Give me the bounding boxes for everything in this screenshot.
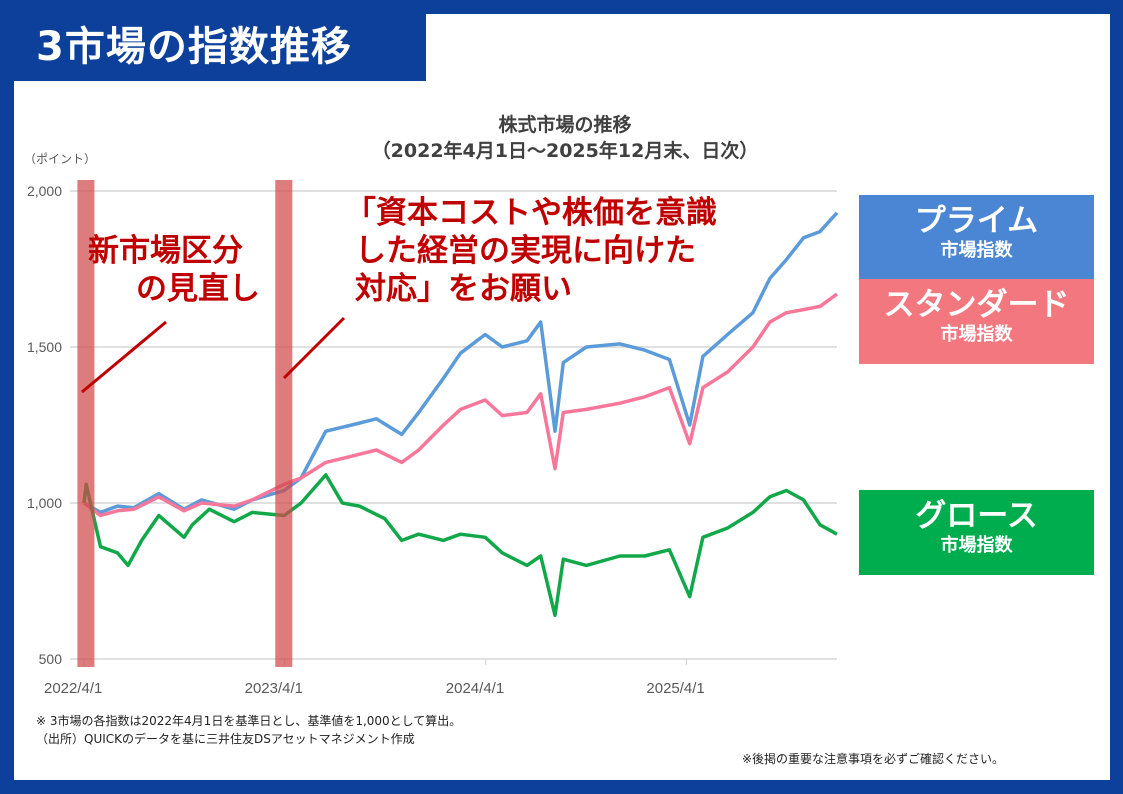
highlight-band — [77, 180, 95, 667]
series-line-1 — [82, 292, 839, 518]
y-tick-label: 2,000 — [27, 183, 62, 199]
annotation-line: 新市場区分 — [88, 233, 243, 269]
legend-sublabel: 市場指数 — [940, 324, 1013, 345]
annotation-cost-of-capital: 「資本コストや株価を意識 した経営の実現に向けた 対応」をお願い — [345, 194, 717, 308]
x-tick-label: 2023/4/1 — [245, 680, 303, 697]
chart-subtitle: （2022年4月1日～2025年12月末、日次） — [371, 140, 759, 162]
x-tick-label: 2025/4/1 — [646, 680, 704, 697]
annotation-line: した経営の実現に向けた — [355, 233, 696, 269]
annotation-line: 「資本コストや株価を意識 — [345, 195, 717, 231]
annotation-pointer — [81, 320, 167, 394]
legend-standard: スタンダード 市場指数 — [859, 279, 1094, 364]
chart-title: 株式市場の推移 — [498, 114, 632, 136]
y-tick-label: 1,500 — [27, 339, 62, 355]
footnote-source: （出所）QUICKのデータを基に三井住友DSアセットマネジメント作成 — [36, 732, 415, 746]
series-line-0 — [83, 211, 839, 515]
page-title: 3市場の指数推移 — [14, 14, 426, 81]
y-axis-unit: （ポイント） — [24, 152, 97, 166]
legend-sublabel: 市場指数 — [940, 240, 1013, 261]
annotation-line: の見直し — [136, 271, 260, 307]
annotation-line: 対応」をお願い — [355, 271, 572, 307]
footnote-disclaimer: ※後掲の重要な注意事項を必ずご確認ください。 — [742, 752, 1005, 766]
legend-label: グロース — [915, 498, 1038, 534]
annotation-market-restructure: 新市場区分 の見直し — [88, 232, 260, 308]
legend-prime: プライム 市場指数 — [859, 195, 1094, 279]
x-tick-label: 2024/4/1 — [446, 680, 504, 697]
highlight-band — [275, 180, 293, 667]
content-panel — [14, 14, 1110, 780]
y-tick-label: 1,000 — [27, 495, 62, 511]
annotation-pointer — [282, 316, 346, 380]
legend-label: スタンダード — [883, 287, 1070, 323]
legend-growth: グロース 市場指数 — [859, 490, 1094, 575]
legend-label: プライム — [914, 203, 1039, 239]
series-line-2 — [82, 473, 838, 618]
x-tick-label: 2022/4/1 — [44, 680, 102, 697]
footnote-base: ※ 3市場の各指数は2022年4月1日を基準日とし、基準値を1,000として算出… — [36, 714, 462, 728]
y-tick-label: 500 — [39, 651, 63, 667]
legend-sublabel: 市場指数 — [940, 535, 1013, 556]
